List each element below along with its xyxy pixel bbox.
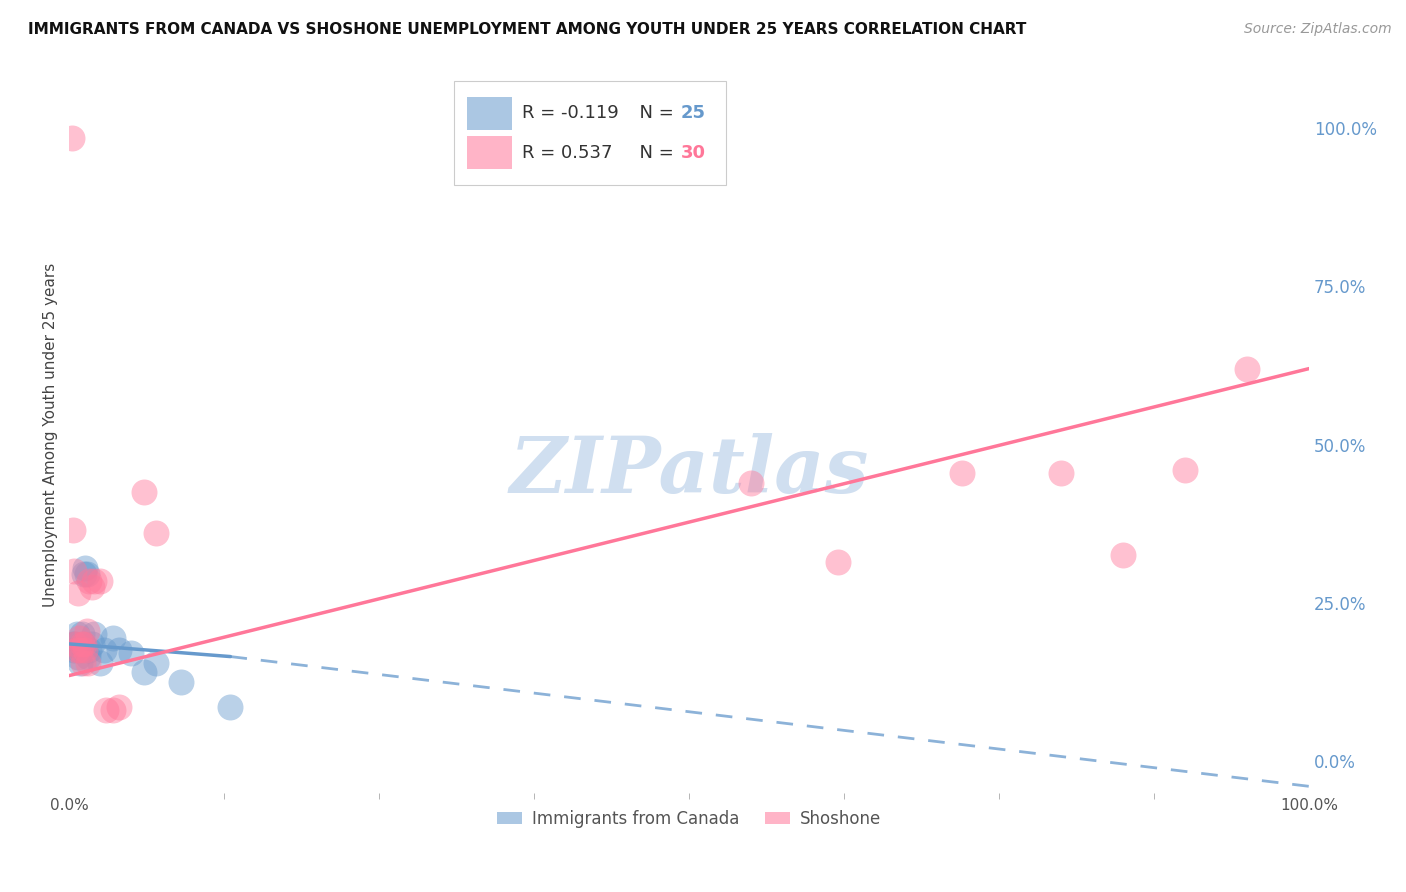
Point bbox=[76, 567, 98, 582]
Text: Source: ZipAtlas.com: Source: ZipAtlas.com bbox=[1244, 22, 1392, 37]
Point bbox=[83, 627, 105, 641]
Point bbox=[76, 649, 98, 664]
Point bbox=[77, 643, 100, 657]
Point bbox=[827, 555, 849, 569]
Point bbox=[108, 643, 131, 657]
Point bbox=[93, 643, 115, 657]
Point bbox=[80, 580, 103, 594]
Point bbox=[740, 475, 762, 490]
Point bbox=[69, 643, 91, 657]
Text: R = -0.119: R = -0.119 bbox=[522, 104, 619, 122]
Point bbox=[69, 656, 91, 670]
Point bbox=[170, 674, 193, 689]
Text: 25: 25 bbox=[681, 104, 706, 122]
Point bbox=[132, 665, 155, 680]
Point bbox=[145, 656, 167, 670]
Point bbox=[75, 643, 97, 657]
FancyBboxPatch shape bbox=[467, 96, 512, 129]
FancyBboxPatch shape bbox=[454, 81, 727, 185]
Point bbox=[1112, 549, 1135, 563]
Point bbox=[62, 523, 84, 537]
Text: 30: 30 bbox=[681, 144, 706, 161]
Point bbox=[70, 637, 93, 651]
Point bbox=[67, 643, 90, 657]
Text: IMMIGRANTS FROM CANADA VS SHOSHONE UNEMPLOYMENT AMONG YOUTH UNDER 25 YEARS CORRE: IMMIGRANTS FROM CANADA VS SHOSHONE UNEMP… bbox=[28, 22, 1026, 37]
Point bbox=[67, 631, 90, 645]
Point bbox=[132, 485, 155, 500]
Point bbox=[80, 637, 103, 651]
Point bbox=[77, 574, 100, 588]
Point bbox=[66, 649, 89, 664]
Text: R = 0.537: R = 0.537 bbox=[522, 144, 612, 161]
Point bbox=[120, 647, 142, 661]
Legend: Immigrants from Canada, Shoshone: Immigrants from Canada, Shoshone bbox=[491, 803, 887, 834]
Point bbox=[950, 466, 973, 480]
Point bbox=[62, 637, 84, 651]
Point bbox=[70, 627, 93, 641]
FancyBboxPatch shape bbox=[467, 136, 512, 169]
Point bbox=[76, 656, 98, 670]
Point bbox=[96, 703, 118, 717]
Point bbox=[89, 656, 111, 670]
Point bbox=[101, 703, 124, 717]
Point bbox=[65, 637, 87, 651]
Point bbox=[72, 656, 94, 670]
Point bbox=[66, 643, 89, 657]
Point bbox=[1050, 466, 1073, 480]
Text: N =: N = bbox=[628, 144, 681, 161]
Point bbox=[1174, 463, 1197, 477]
Point bbox=[75, 561, 97, 575]
Point bbox=[65, 637, 87, 651]
Point bbox=[219, 700, 242, 714]
Point bbox=[63, 643, 86, 657]
Point bbox=[66, 627, 89, 641]
Point bbox=[73, 637, 96, 651]
Point bbox=[72, 637, 94, 651]
Point bbox=[145, 526, 167, 541]
Point bbox=[83, 574, 105, 588]
Point bbox=[76, 624, 98, 639]
Point bbox=[101, 631, 124, 645]
Point bbox=[60, 130, 83, 145]
Point bbox=[63, 564, 86, 578]
Point bbox=[73, 567, 96, 582]
Point bbox=[66, 586, 89, 600]
Text: ZIPatlas: ZIPatlas bbox=[509, 433, 869, 509]
Y-axis label: Unemployment Among Youth under 25 years: Unemployment Among Youth under 25 years bbox=[44, 263, 58, 607]
Point bbox=[108, 700, 131, 714]
Point bbox=[89, 574, 111, 588]
Point bbox=[1236, 361, 1258, 376]
Text: N =: N = bbox=[628, 104, 681, 122]
